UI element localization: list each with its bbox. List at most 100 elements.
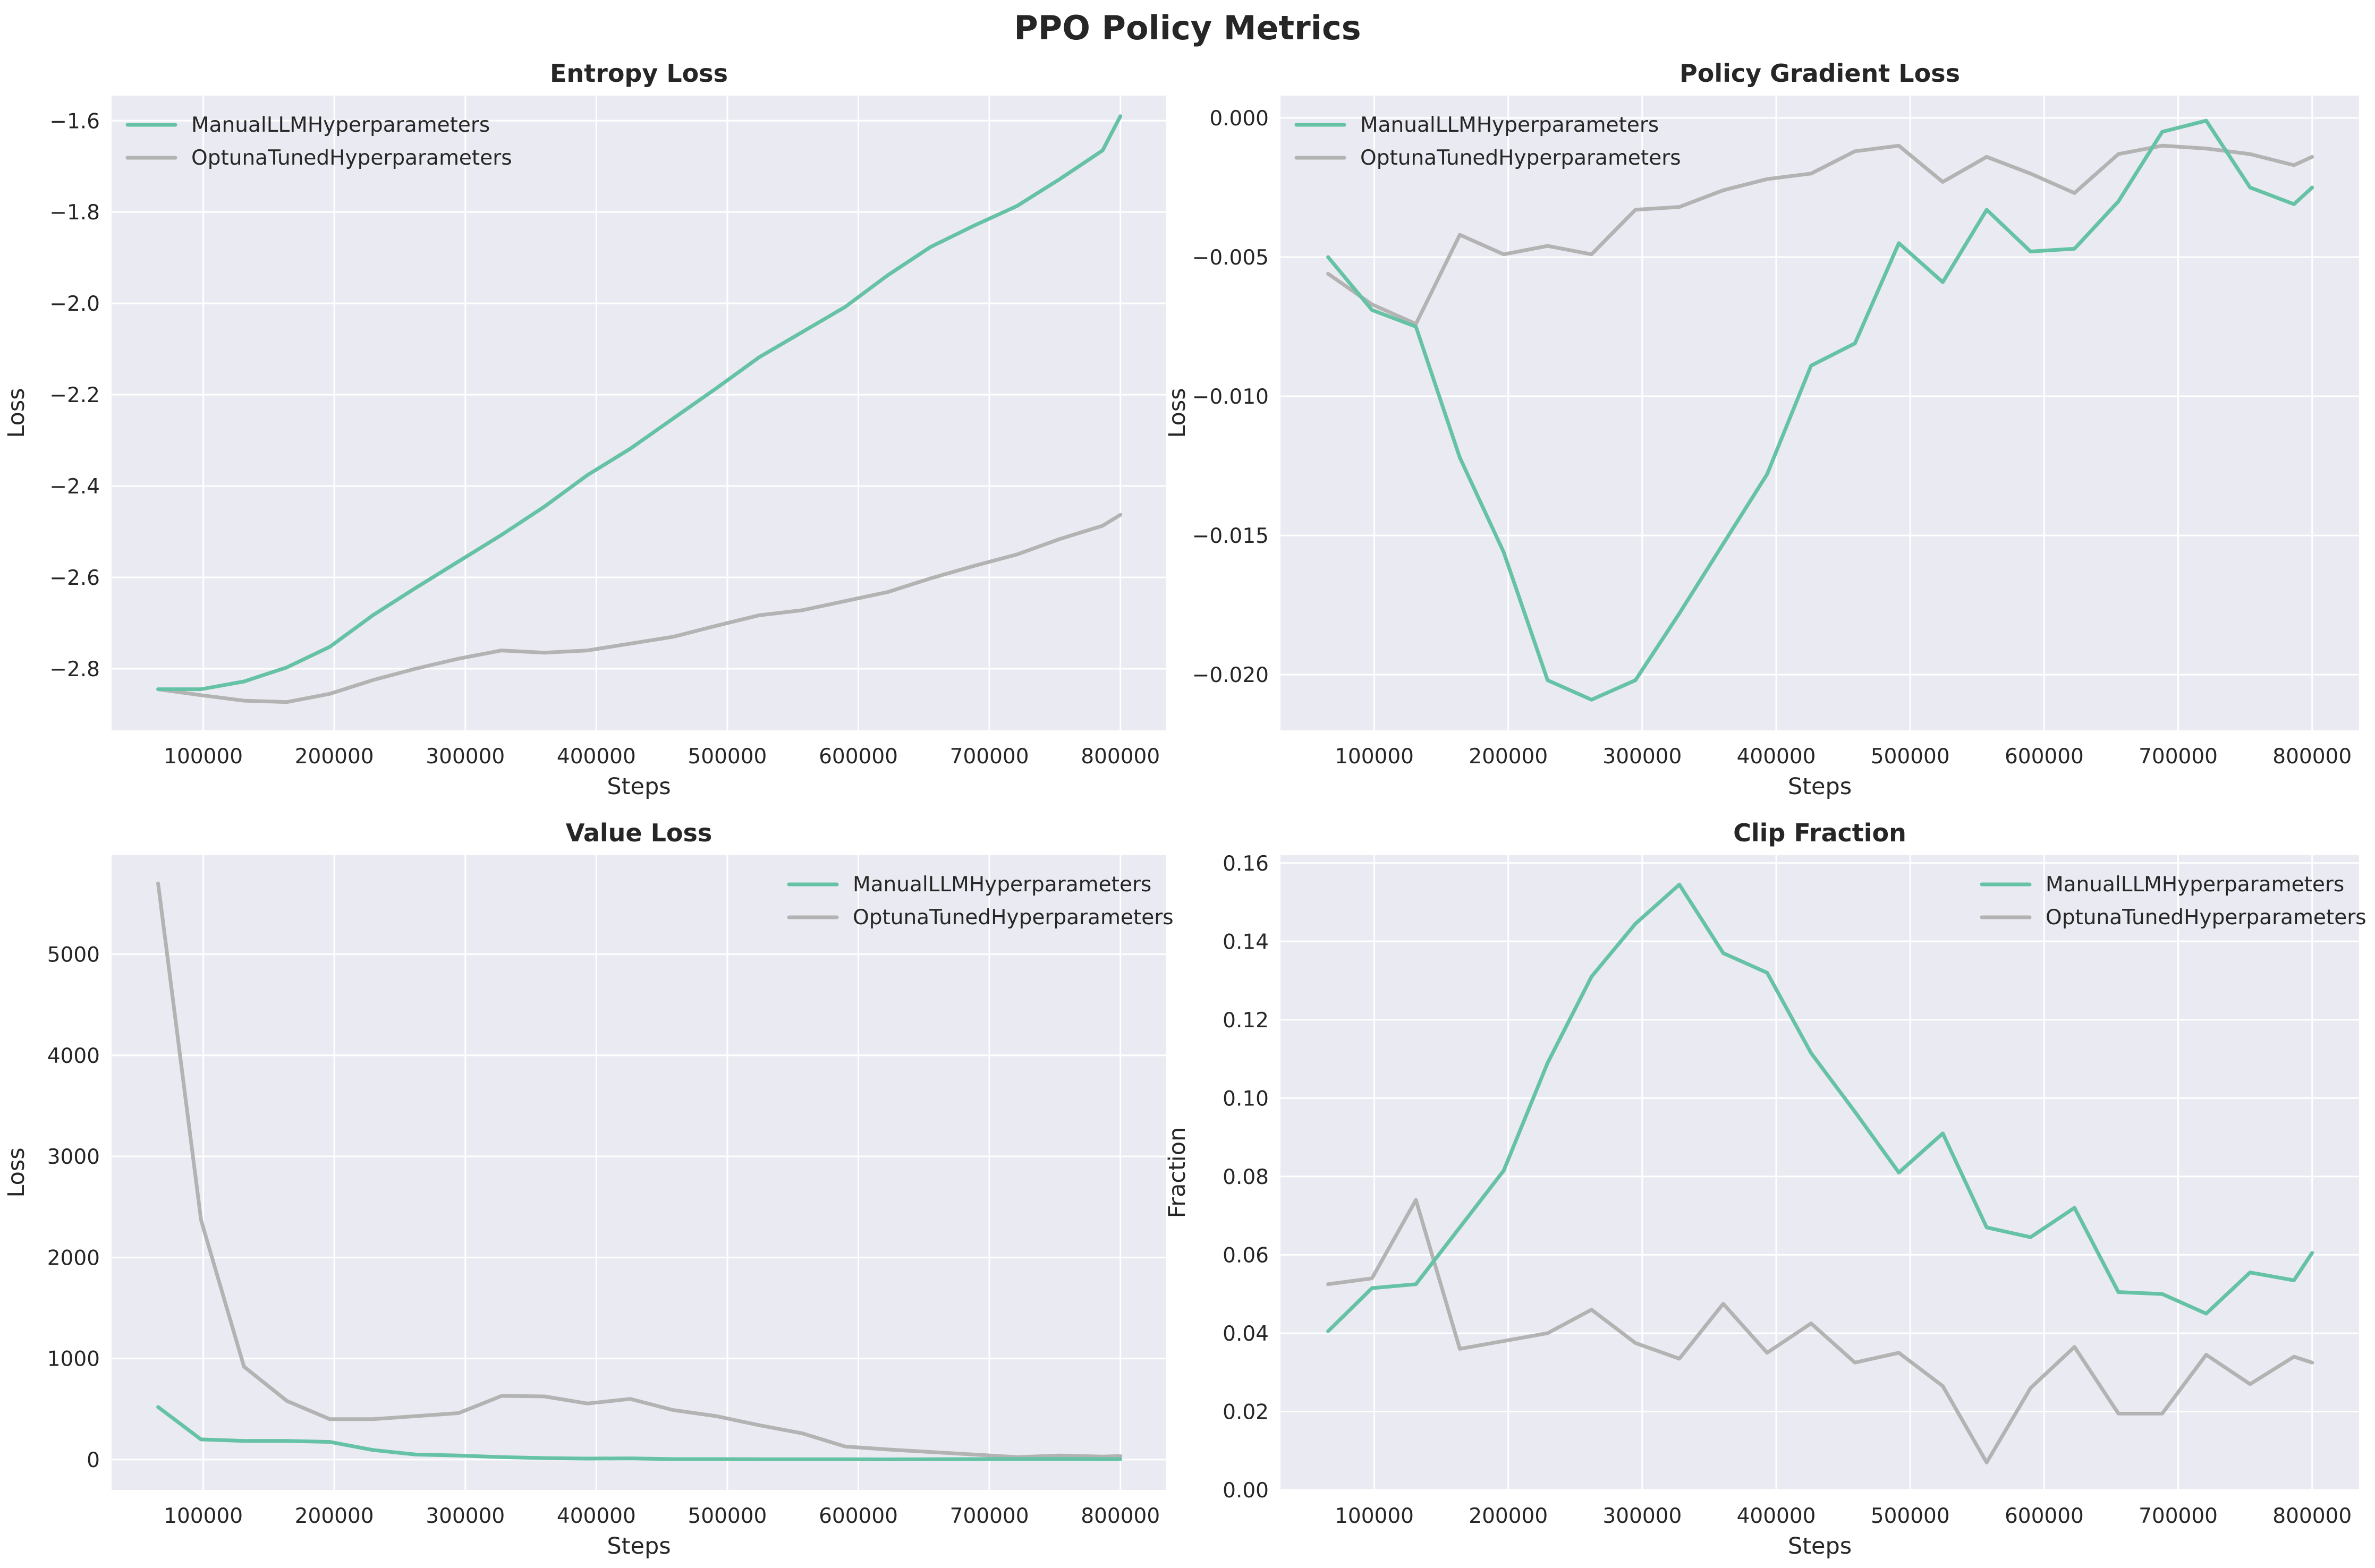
y-axis-label: Loss <box>1164 388 1191 438</box>
y-tick-label: 2000 <box>47 1246 100 1270</box>
x-tick-label: 400000 <box>1737 1504 1816 1528</box>
x-tick-label: 400000 <box>1737 745 1816 769</box>
subplot-4: 100000 200000 300000 400000 500000 600000 7000… <box>1164 819 2366 1560</box>
y-tick-label: −1.8 <box>49 201 100 225</box>
y-tick-label: −2.2 <box>49 384 100 407</box>
x-tick-label: 600000 <box>819 745 898 769</box>
series-line-manual <box>156 114 1123 692</box>
x-tick-label: 500000 <box>688 1504 767 1528</box>
grid-lines <box>1280 855 2359 1491</box>
y-axis-label: Fraction <box>1164 1127 1191 1218</box>
y-tick-label: −0.020 <box>1192 663 1269 687</box>
x-tick-label: 300000 <box>1602 1504 1682 1528</box>
y-tick-label: 0 <box>87 1448 100 1472</box>
x-axis-label: Steps <box>607 1533 671 1560</box>
x-tick-label: 100000 <box>164 1504 243 1528</box>
subplot-1: 100000 200000 300000 400000 500000 600000 7000… <box>3 59 1166 800</box>
x-tick-label: 300000 <box>426 745 505 769</box>
subplot-title: Clip Fraction <box>1733 819 1906 847</box>
y-tick-label: 4000 <box>47 1044 100 1068</box>
y-tick-label: 0.04 <box>1223 1322 1269 1346</box>
x-tick-label: 800000 <box>2272 745 2352 769</box>
x-tick-label: 700000 <box>950 745 1029 769</box>
y-tick-label: −2.6 <box>49 566 100 590</box>
subplot-grid: 100000 200000 300000 400000 500000 600000 7000… <box>3 59 2366 1560</box>
y-tick-label: −1.6 <box>49 109 100 133</box>
y-tick-label: 0.02 <box>1223 1400 1269 1424</box>
series-line-manual <box>1326 882 2314 1333</box>
y-tick-label: 0.12 <box>1223 1009 1269 1033</box>
x-tick-label: 400000 <box>557 745 636 769</box>
plot-area <box>1280 96 2359 730</box>
subplot-title: Policy Gradient Loss <box>1680 59 1960 88</box>
y-tick-label: 1000 <box>47 1348 100 1371</box>
x-tick-label: 700000 <box>950 1504 1029 1528</box>
y-tick-label: −2.0 <box>49 292 100 316</box>
legend: ManualLLMHyperparameters OptunaTunedHyper… <box>125 113 512 170</box>
y-tick-label: 3000 <box>47 1145 100 1169</box>
legend-label: ManualLLMHyperparameters <box>191 113 490 137</box>
subplot-title: Value Loss <box>566 819 712 847</box>
legend-label: OptunaTunedHyperparameters <box>191 146 512 170</box>
x-tick-label: 800000 <box>1081 1504 1160 1528</box>
x-axis-label: Steps <box>1788 773 1852 800</box>
legend-label: OptunaTunedHyperparameters <box>853 906 1174 930</box>
x-tick-label: 600000 <box>2005 1504 2084 1528</box>
plot-area <box>1280 855 2359 1490</box>
subplot-2: 100000 200000 300000 400000 500000 600000 7000… <box>1164 59 2359 800</box>
plot-area <box>112 855 1166 1490</box>
x-tick-label: 500000 <box>1871 1504 1950 1528</box>
subplot-3: 100000 200000 300000 400000 500000 600000 7000… <box>3 819 1174 1560</box>
legend-label: ManualLLMHyperparameters <box>1360 113 1659 137</box>
y-tick-label: 0.08 <box>1223 1165 1269 1189</box>
x-tick-label: 400000 <box>557 1504 636 1528</box>
x-tick-label: 300000 <box>1602 745 1682 769</box>
y-tick-label: 0.16 <box>1223 852 1269 876</box>
x-tick-label: 700000 <box>2139 1504 2218 1528</box>
x-tick-label: 100000 <box>1335 745 1414 769</box>
x-tick-label: 800000 <box>1081 745 1160 769</box>
legend: ManualLLMHyperparameters OptunaTunedHyper… <box>787 873 1174 930</box>
x-tick-label: 800000 <box>2272 1504 2352 1528</box>
y-axis-label: Loss <box>3 388 30 438</box>
plot-area <box>112 96 1166 730</box>
x-tick-label: 500000 <box>688 745 767 769</box>
x-tick-label: 500000 <box>1871 745 1950 769</box>
legend: ManualLLMHyperparameters OptunaTunedHyper… <box>1980 873 2366 930</box>
x-tick-label: 600000 <box>819 1504 898 1528</box>
x-tick-label: 300000 <box>426 1504 505 1528</box>
x-tick-label: 200000 <box>1469 1504 1548 1528</box>
y-axis-label: Loss <box>3 1147 30 1197</box>
grid-lines <box>112 96 1166 730</box>
y-tick-label: 0.10 <box>1223 1087 1269 1111</box>
series-line-optuna <box>156 513 1123 704</box>
y-tick-label: −0.010 <box>1192 385 1269 409</box>
series-line-manual <box>1326 118 2314 702</box>
x-axis-label: Steps <box>1788 1533 1852 1560</box>
figure-suptitle: PPO Policy Metrics <box>1014 8 1361 47</box>
legend-label: ManualLLMHyperparameters <box>2046 873 2344 897</box>
x-tick-label: 700000 <box>2139 745 2218 769</box>
series-line-manual <box>156 1405 1123 1461</box>
x-tick-label: 100000 <box>164 745 243 769</box>
legend: ManualLLMHyperparameters OptunaTunedHyper… <box>1294 113 1681 170</box>
x-tick-label: 200000 <box>295 745 374 769</box>
x-tick-label: 100000 <box>1335 1504 1414 1528</box>
y-tick-label: −0.015 <box>1192 524 1269 548</box>
series-line-optuna <box>156 881 1123 1459</box>
subplot-title: Entropy Loss <box>550 59 728 88</box>
y-tick-label: 0.14 <box>1223 930 1269 954</box>
x-axis-label: Steps <box>607 773 671 800</box>
y-tick-label: 0.00 <box>1223 1479 1269 1503</box>
y-tick-label: −0.005 <box>1192 246 1269 270</box>
grid-lines <box>112 855 1166 1490</box>
series-line-optuna <box>1326 143 2314 326</box>
legend-label: OptunaTunedHyperparameters <box>1360 146 1681 170</box>
x-tick-label: 200000 <box>295 1504 374 1528</box>
x-tick-label: 600000 <box>2005 745 2084 769</box>
y-tick-label: −2.8 <box>49 658 100 681</box>
x-tick-label: 200000 <box>1469 745 1548 769</box>
legend-label: ManualLLMHyperparameters <box>853 873 1151 897</box>
